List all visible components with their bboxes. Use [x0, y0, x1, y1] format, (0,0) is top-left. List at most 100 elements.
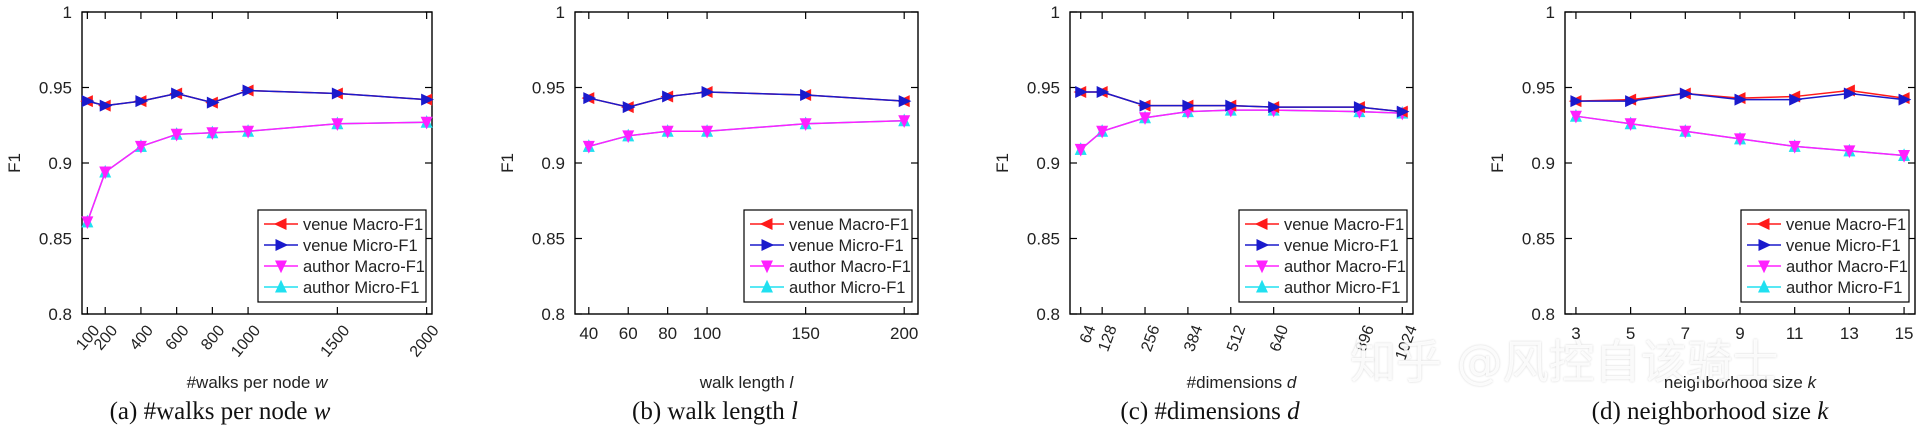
- x-tick-label: 200: [890, 324, 918, 343]
- data-point: [898, 95, 912, 108]
- legend-label: venue Micro-F1: [303, 237, 418, 255]
- legend: venue Macro-F1 venue Micro-F1 author Macro…: [1740, 209, 1910, 303]
- legend-marker: [1255, 279, 1269, 293]
- data-point: [331, 87, 345, 100]
- data-point: [331, 118, 344, 131]
- data-point: [170, 128, 183, 142]
- x-tick-label: 640: [1267, 323, 1292, 354]
- y-tick-label: 0.95: [1027, 79, 1060, 98]
- caption-d-text: (d) neighborhood size: [1591, 398, 1812, 425]
- data-point: [420, 116, 433, 130]
- legend-marker: [761, 239, 775, 251]
- legend: venue Macro-F1 venue Micro-F1 author Macro…: [743, 209, 913, 303]
- legend-label: venue Macro-F1: [303, 216, 423, 234]
- series-line: [87, 89, 427, 107]
- x-tick-label: 9: [1735, 324, 1744, 343]
- legend-label: venue Macro-F1: [1284, 216, 1404, 234]
- y-tick-label: 1: [556, 3, 565, 22]
- x-tick-label: 80: [658, 324, 677, 343]
- x-tick-label: 40: [579, 324, 598, 343]
- legend-label: author Micro-F1: [1284, 279, 1400, 297]
- caption-b-text: (b) walk length: [632, 398, 785, 425]
- data-point: [1679, 125, 1692, 139]
- data-point: [1268, 101, 1281, 114]
- caption-b: (b) walk length l: [580, 398, 850, 425]
- legend-label: author Micro-F1: [1786, 279, 1902, 297]
- x-axis-label-text: #dimensions: [1187, 373, 1287, 392]
- data-point: [622, 130, 635, 144]
- legend-label: author Macro-F1: [789, 258, 911, 276]
- x-tick-label: 150: [791, 324, 819, 343]
- y-tick-label: 0.9: [541, 154, 565, 173]
- x-tick-label: 1500: [317, 322, 353, 360]
- data-point: [800, 89, 813, 102]
- data-point: [1225, 99, 1238, 112]
- legend-marker: [759, 218, 773, 230]
- x-tick-label: 128: [1096, 323, 1121, 354]
- x-tick-label: 384: [1181, 323, 1206, 354]
- series-line: [588, 91, 905, 108]
- data-point: [206, 127, 219, 141]
- x-tick-label: 800: [198, 322, 228, 353]
- data-point: [1898, 149, 1911, 163]
- y-tick-label: 0.85: [532, 230, 565, 249]
- legend-marker: [1254, 218, 1268, 230]
- legend-label: venue Micro-F1: [789, 237, 904, 255]
- y-tick-label: 0.9: [1036, 154, 1060, 173]
- legend-label: author Micro-F1: [789, 279, 905, 297]
- data-point: [1625, 95, 1638, 108]
- legend-marker: [761, 260, 773, 274]
- x-axis-label: neighborhood size k: [1664, 373, 1818, 392]
- data-point: [171, 87, 184, 100]
- y-tick-label: 0.85: [1027, 230, 1060, 249]
- x-axis-label-symbol: d: [1287, 373, 1297, 392]
- data-point: [662, 90, 675, 103]
- data-point: [99, 99, 113, 112]
- x-tick-label: 2000: [407, 322, 443, 360]
- series-line: [588, 119, 905, 148]
- legend-marker: [275, 279, 287, 293]
- data-point: [1096, 125, 1109, 139]
- y-tick-label: 0.95: [1522, 79, 1555, 98]
- x-tick-label: 13: [1840, 324, 1859, 343]
- legend-marker: [1757, 279, 1771, 293]
- y-tick-label: 0.85: [1522, 230, 1555, 249]
- y-tick-label: 0.8: [1531, 305, 1555, 324]
- x-tick-label: 3: [1571, 324, 1580, 343]
- x-tick-label: 11: [1786, 324, 1804, 343]
- data-point: [421, 93, 434, 106]
- data-point: [661, 125, 674, 139]
- x-axis-label-text: neighborhood size: [1664, 373, 1808, 392]
- watermark: 知乎 @风控自该骑士: [1350, 335, 1779, 389]
- x-axis-label-text: #walks per node: [187, 373, 316, 392]
- x-axis-label-text: walk length: [699, 373, 790, 392]
- caption-c-symbol: d: [1287, 398, 1300, 425]
- legend-marker: [1758, 239, 1772, 251]
- data-point: [1353, 101, 1367, 114]
- x-tick-label: 64: [1077, 323, 1099, 346]
- legend-marker: [761, 279, 773, 293]
- legend-label: author Micro-F1: [303, 279, 419, 297]
- x-tick-label: 1000: [228, 322, 264, 360]
- panel-b: 0.8 0.85 0.9 0.95 1 40 60 80 100 150 200 F1 walk len…: [498, 3, 919, 392]
- series-line: [86, 121, 427, 223]
- caption-a: (a) #walks per node w: [70, 398, 370, 425]
- y-tick-label: 0.8: [541, 305, 565, 324]
- x-tick-label: 5: [1626, 324, 1635, 343]
- data-point: [135, 95, 149, 108]
- data-point: [1788, 140, 1801, 154]
- x-tick-label: 600: [162, 322, 192, 353]
- data-point: [1075, 86, 1088, 99]
- data-point: [582, 140, 595, 154]
- data-point: [583, 92, 597, 105]
- legend-marker: [273, 218, 287, 230]
- x-axis-label: #walks per node w: [187, 373, 330, 392]
- y-tick-label: 0.9: [48, 154, 72, 173]
- data-point: [1898, 93, 1912, 106]
- y-axis-label: F1: [1488, 153, 1507, 173]
- data-point: [1843, 145, 1856, 159]
- y-axis-label: F1: [993, 153, 1012, 173]
